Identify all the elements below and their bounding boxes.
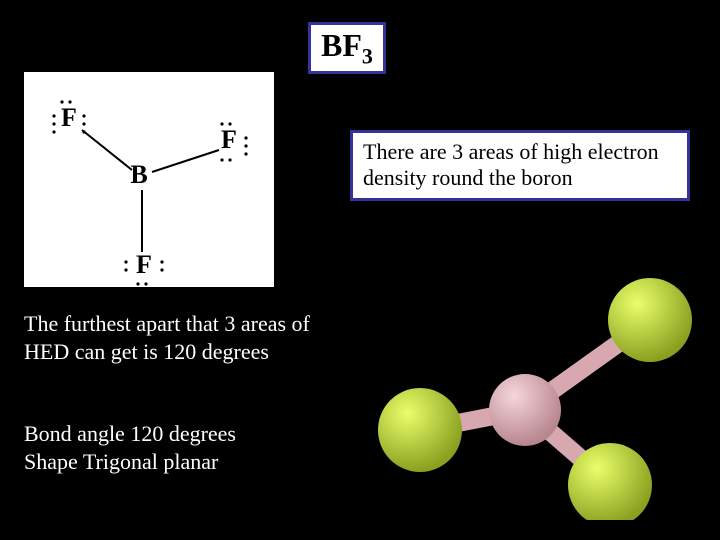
formula-main: BF [321, 27, 362, 63]
formula-title: BF3 [308, 22, 386, 74]
lewis-structure-svg: B F F F [24, 72, 274, 287]
model-svg [350, 260, 700, 520]
formula-sub: 3 [362, 43, 373, 68]
lewis-structure-panel: B F F F [24, 72, 274, 287]
molecular-model-3d [350, 260, 700, 520]
electron-density-info: There are 3 areas of high electron densi… [350, 130, 690, 201]
shape-summary-text: Bond angle 120 degrees Shape Trigonal pl… [24, 420, 324, 475]
hed-angle-text: The furthest apart that 3 areas of HED c… [24, 310, 324, 365]
info-text: There are 3 areas of high electron densi… [363, 139, 659, 190]
svg-text:F: F [136, 250, 152, 279]
svg-text:B: B [130, 160, 147, 189]
svg-text:F: F [61, 103, 77, 132]
svg-text:F: F [221, 125, 237, 154]
